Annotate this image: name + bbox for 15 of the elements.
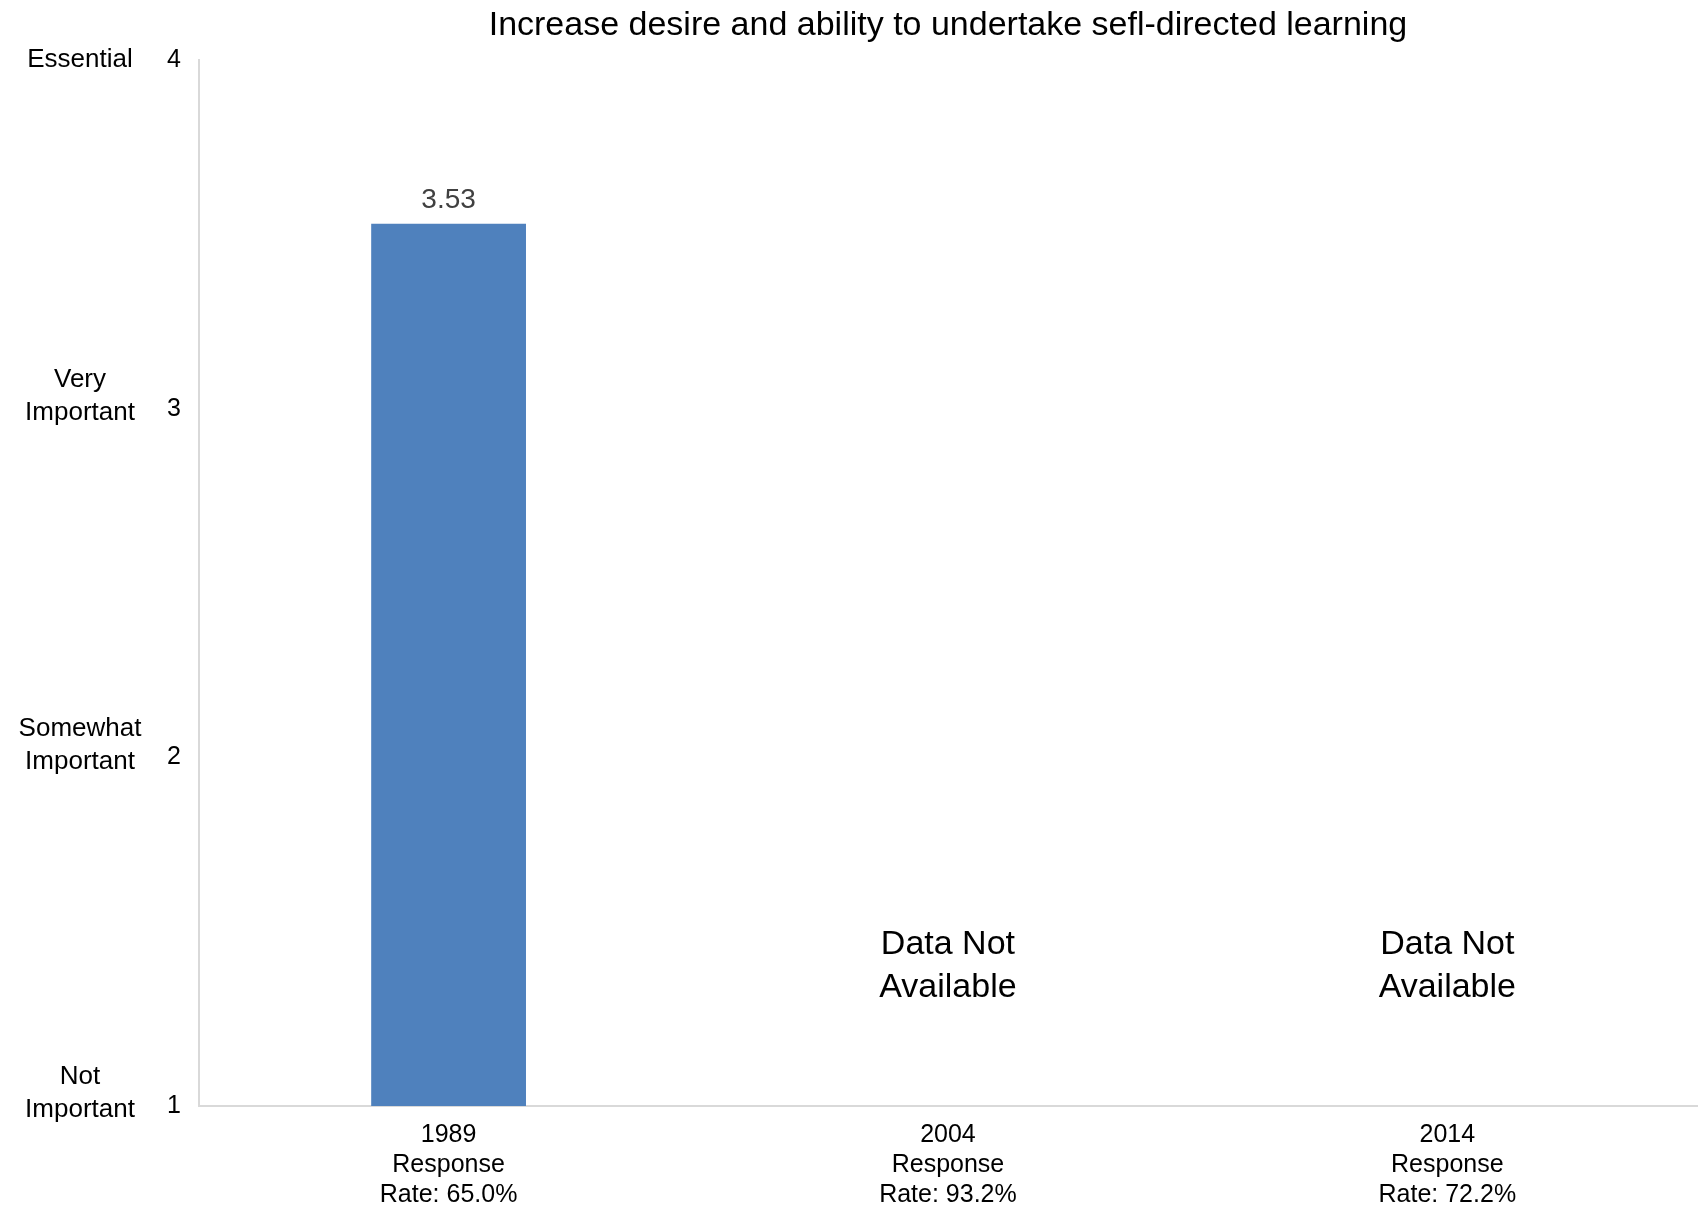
y-tick-label: 1 xyxy=(167,1089,181,1118)
text: Somewhat Important xyxy=(18,711,143,775)
text: Essential xyxy=(27,43,133,74)
y-tick-label: 3 xyxy=(167,392,181,421)
chart-title: Increase desire and ability to undertake sefl-directed learning xyxy=(488,4,1408,43)
annotation: Data Not Available xyxy=(879,922,1017,1004)
x-tick-label: 2004 Response Rate: 93.2% xyxy=(879,1118,1017,1207)
annotation: Data Not Available xyxy=(1378,922,1516,1004)
y-tick-label: 4 xyxy=(167,43,181,72)
y-tick-label: 2 xyxy=(167,741,181,770)
x-tick-label: 2014 Response Rate: 72.2% xyxy=(1378,1118,1517,1207)
x-tick-label: 1989 Response Rate: 65.0% xyxy=(379,1118,518,1207)
text: Very Important xyxy=(25,362,136,426)
text: Not Important xyxy=(25,1060,136,1124)
data-label: 3.53 xyxy=(421,182,476,214)
